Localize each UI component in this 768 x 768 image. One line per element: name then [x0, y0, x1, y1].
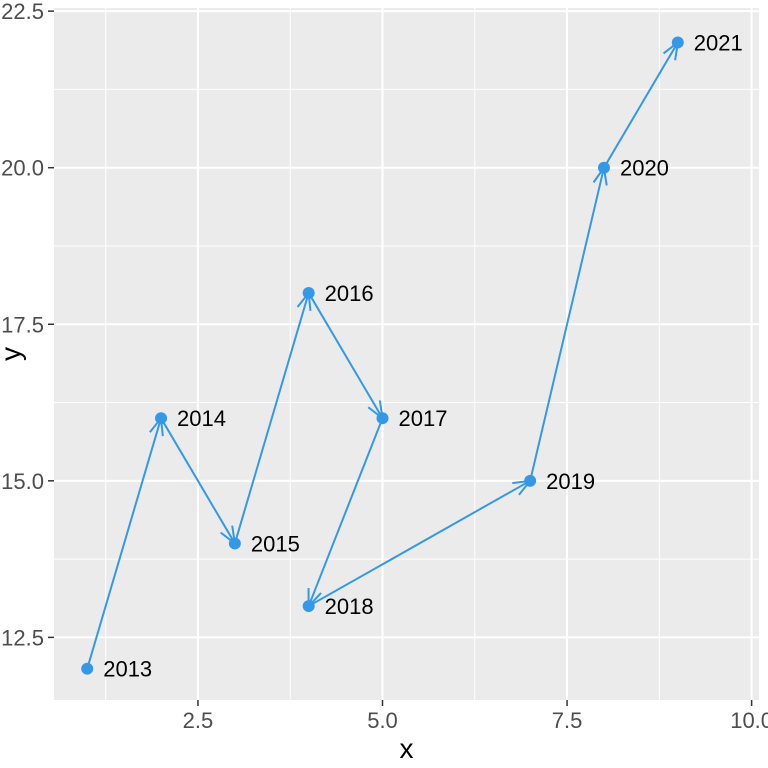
- data-point: [229, 537, 241, 549]
- point-label: 2016: [325, 281, 374, 306]
- x-tick-label: 10.0: [730, 708, 768, 733]
- y-tick-label: 17.5: [1, 312, 44, 337]
- data-point: [81, 663, 93, 675]
- x-tick-label: 2.5: [183, 708, 214, 733]
- y-tick-label: 20.0: [1, 156, 44, 181]
- y-tick-label: 22.5: [1, 0, 44, 24]
- data-point: [377, 412, 389, 424]
- y-tick-label: 12.5: [1, 625, 44, 650]
- x-axis-title: x: [400, 733, 414, 764]
- x-tick-label: 5.0: [367, 708, 398, 733]
- point-label: 2014: [177, 406, 226, 431]
- data-point: [672, 36, 684, 48]
- chart-root: 2013 2014 2015 2016 2017 2018 2019 2020 2021 2.5…: [0, 0, 768, 768]
- point-label: 2019: [546, 469, 595, 494]
- x-tick-label: 7.5: [552, 708, 583, 733]
- plot-panel: [54, 8, 759, 700]
- y-tick-label: 15.0: [1, 469, 44, 494]
- data-point: [155, 412, 167, 424]
- y-axis-title: y: [0, 347, 26, 361]
- point-label: 2015: [251, 531, 300, 556]
- point-label: 2021: [694, 30, 743, 55]
- point-label: 2013: [103, 657, 152, 682]
- point-label: 2017: [399, 406, 448, 431]
- data-point: [303, 600, 315, 612]
- data-point: [524, 475, 536, 487]
- data-point: [598, 162, 610, 174]
- point-label: 2018: [325, 594, 374, 619]
- point-label: 2020: [620, 156, 669, 181]
- data-point: [303, 287, 315, 299]
